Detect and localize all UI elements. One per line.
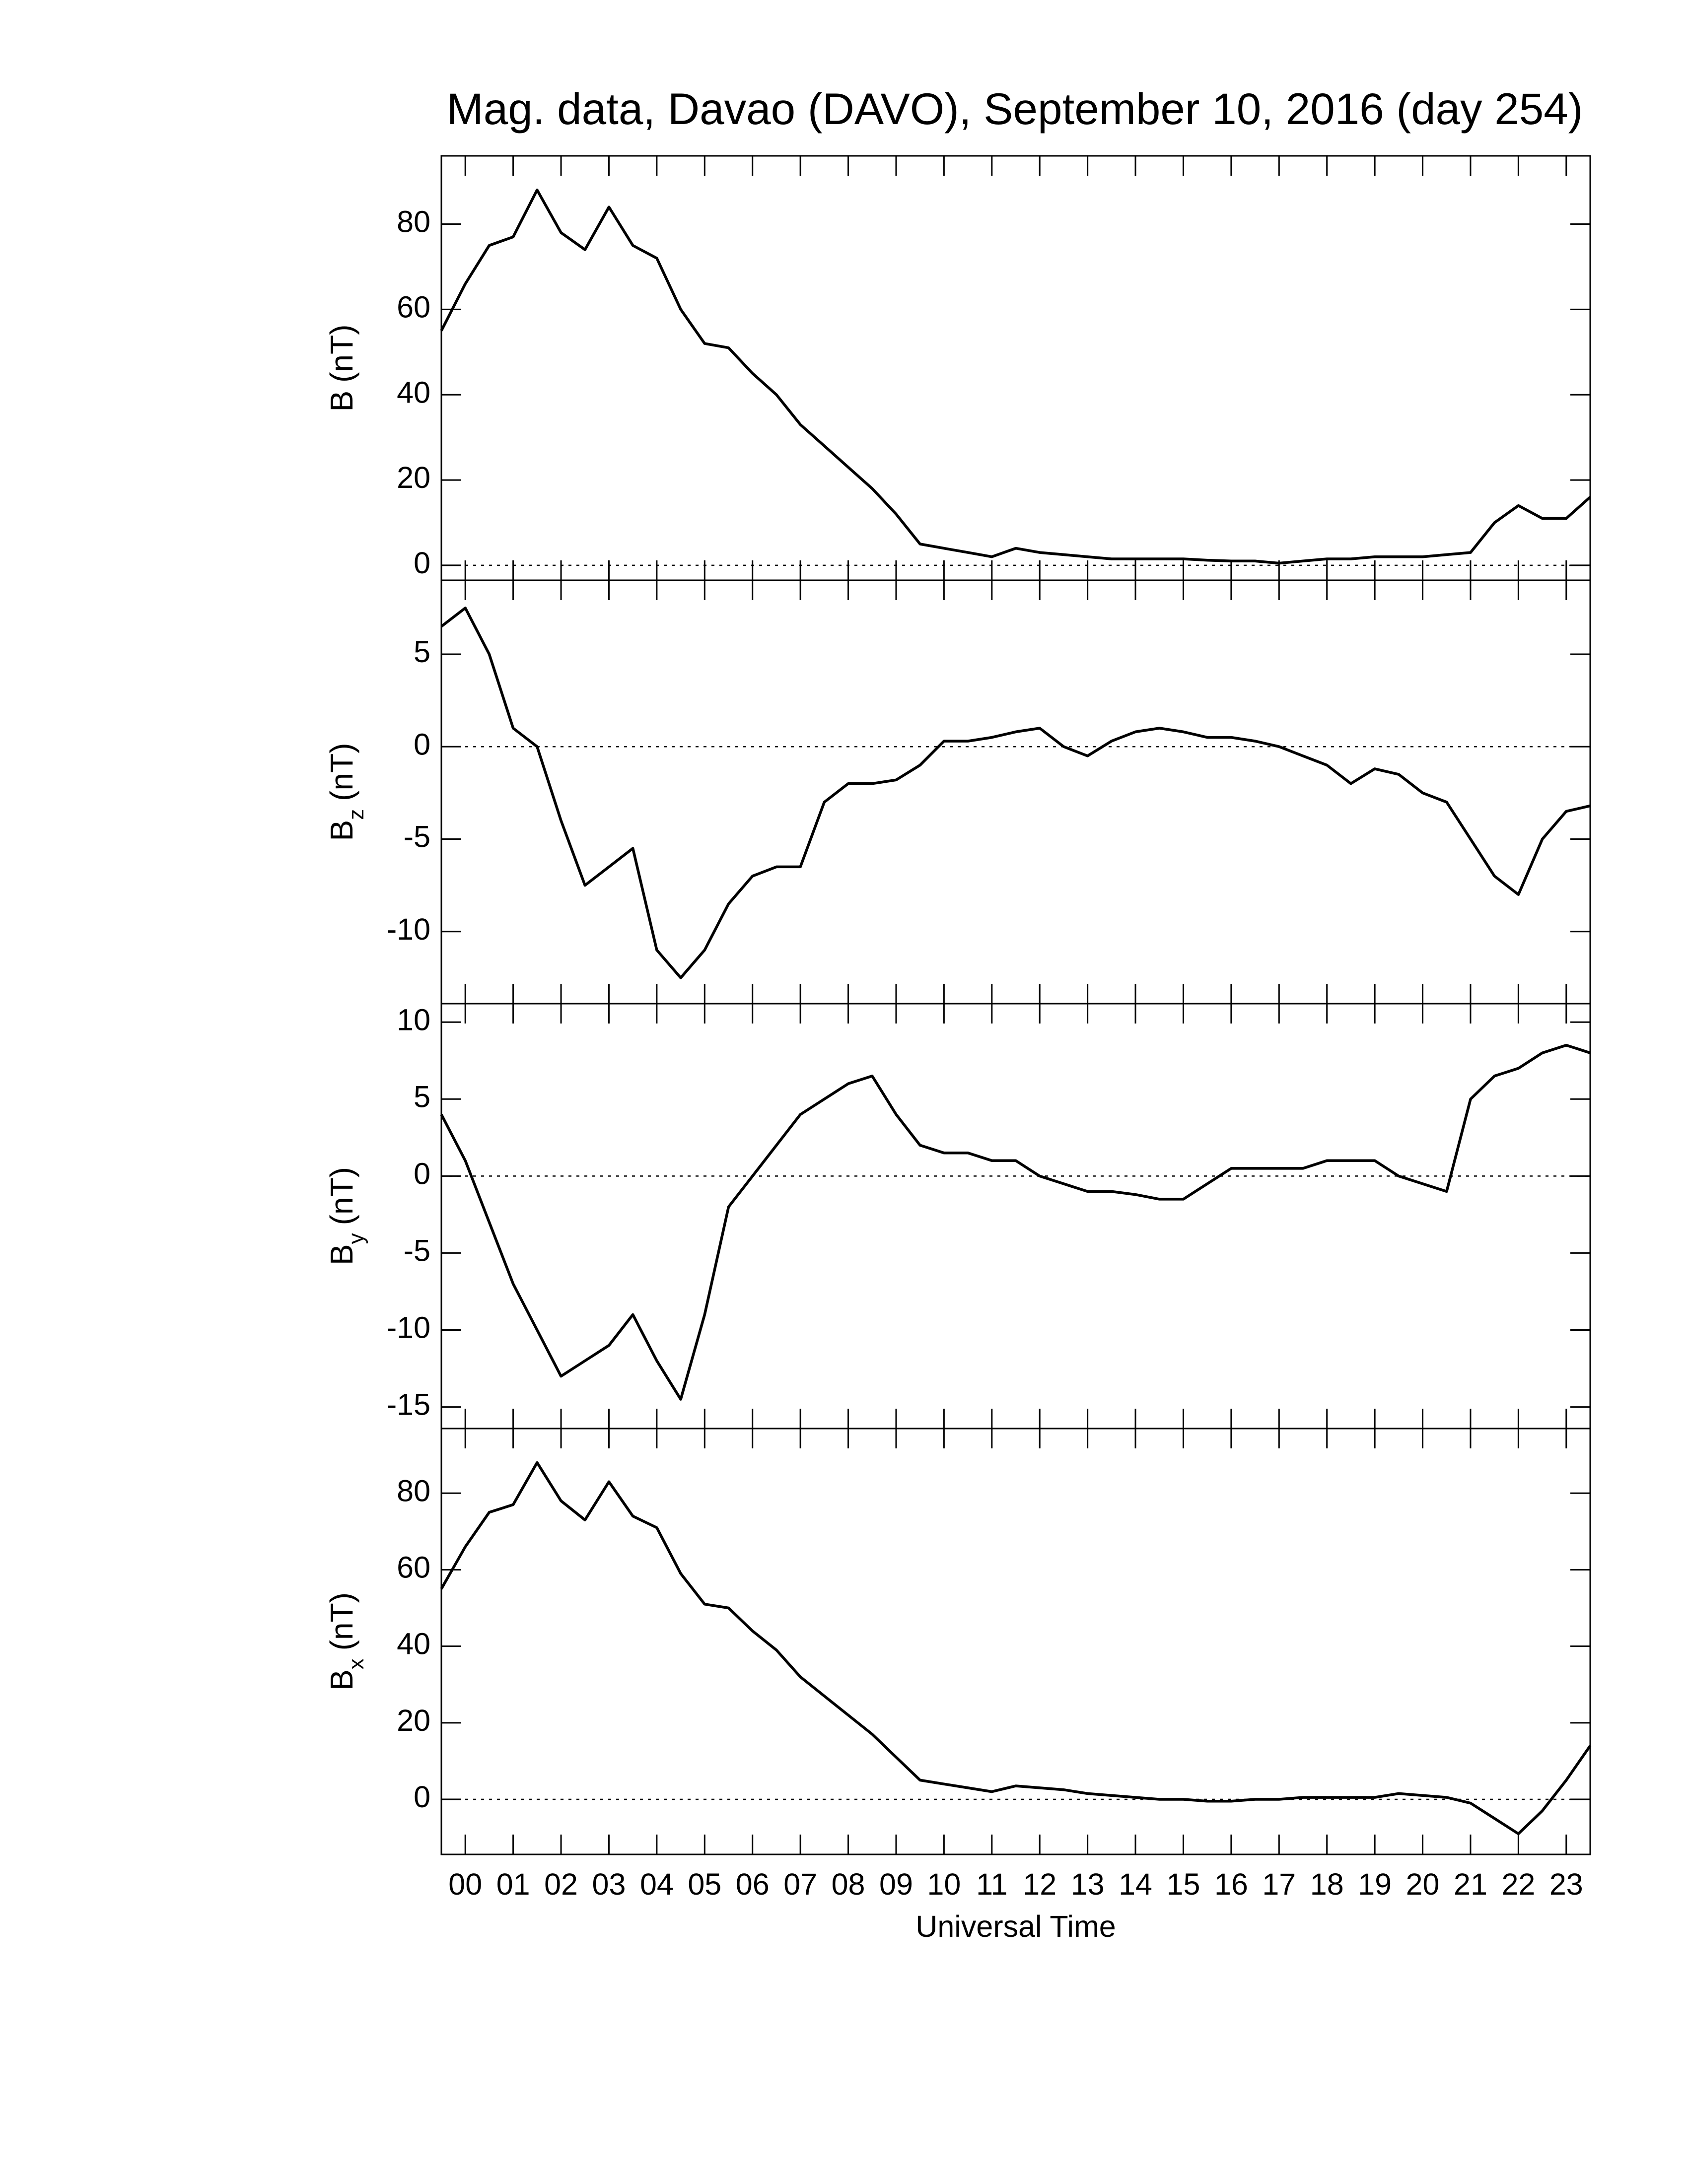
x-tick-label: 04: [640, 1867, 674, 1901]
x-axis-label: Universal Time: [915, 1910, 1116, 1943]
y-label-base: B: [324, 1244, 359, 1265]
y-tick-label: 40: [397, 375, 430, 409]
x-tick-label: 08: [832, 1867, 865, 1901]
plot-frame: [440, 1428, 1591, 1855]
x-tick-label: 23: [1549, 1867, 1583, 1901]
y-tick-label: 20: [397, 1704, 430, 1737]
x-tick-label: 17: [1262, 1867, 1296, 1901]
y-label-unit: (nT): [324, 325, 359, 383]
y-label-sub: z: [344, 809, 368, 820]
x-tick-label: 03: [592, 1867, 626, 1901]
x-tick-label: 05: [688, 1867, 721, 1901]
plot-frame: [440, 1003, 1591, 1430]
y-tick-label: 60: [397, 290, 430, 324]
y-tick-label: 5: [414, 635, 430, 669]
x-tick-label: 06: [736, 1867, 770, 1901]
x-tick-label: 19: [1358, 1867, 1392, 1901]
y-tick-label: 0: [414, 1780, 430, 1814]
y-axis-label: B (nT): [324, 325, 359, 412]
x-tick-label: 14: [1119, 1867, 1152, 1901]
y-tick-label: 0: [414, 1157, 430, 1190]
y-label-sub: y: [344, 1233, 368, 1244]
x-tick-label: 16: [1214, 1867, 1248, 1901]
y-tick-label: 60: [397, 1551, 430, 1584]
plot-frame: [440, 155, 1591, 581]
y-axis-label: Bz (nT): [324, 743, 368, 841]
y-tick-label: 10: [397, 1003, 430, 1036]
y-tick-label: 0: [414, 546, 430, 580]
x-tick-label: 01: [496, 1867, 530, 1901]
y-axis-label: By (nT): [324, 1167, 368, 1265]
y-tick-label: -10: [387, 912, 430, 946]
y-tick-label: 80: [397, 205, 430, 239]
y-tick-label: -5: [404, 820, 430, 854]
x-tick-label: 13: [1071, 1867, 1105, 1901]
chart-title: Mag. data, Davao (DAVO), September 10, 2…: [447, 84, 1583, 134]
x-tick-label: 10: [927, 1867, 961, 1901]
x-tick-label: 02: [544, 1867, 578, 1901]
y-tick-label: -15: [387, 1388, 430, 1422]
y-tick-label: 80: [397, 1474, 430, 1507]
y-label-unit: (nT): [324, 1167, 359, 1225]
x-tick-label: 07: [783, 1867, 817, 1901]
plot-frame: [440, 579, 1591, 1005]
y-label-base: B: [324, 391, 359, 412]
x-tick-label: 22: [1501, 1867, 1535, 1901]
y-label-sub: x: [344, 1658, 368, 1669]
y-tick-label: 40: [397, 1627, 430, 1661]
y-label-unit: (nT): [324, 1592, 359, 1650]
x-tick-label: 11: [976, 1867, 1007, 1901]
y-tick-label: -10: [387, 1311, 430, 1345]
y-label-base: B: [324, 820, 359, 841]
x-tick-label: 12: [1023, 1867, 1056, 1901]
y-axis-label: Bx (nT): [324, 1592, 368, 1691]
y-label-base: B: [324, 1669, 359, 1691]
x-tick-label: 15: [1167, 1867, 1200, 1901]
data-line: [440, 607, 1591, 979]
y-label-unit: (nT): [324, 743, 359, 801]
data-line: [440, 188, 1591, 565]
x-tick-label: 20: [1406, 1867, 1440, 1901]
data-line: [440, 1461, 1592, 1836]
data-line: [440, 1043, 1591, 1401]
x-tick-label: 21: [1454, 1867, 1487, 1901]
y-tick-label: 0: [414, 727, 430, 761]
y-tick-label: 5: [414, 1080, 430, 1113]
x-tick-label: 18: [1310, 1867, 1344, 1901]
x-tick-label: 09: [879, 1867, 913, 1901]
y-tick-label: -5: [404, 1234, 430, 1268]
y-tick-label: 20: [397, 461, 430, 494]
x-tick-label: 00: [448, 1867, 482, 1901]
